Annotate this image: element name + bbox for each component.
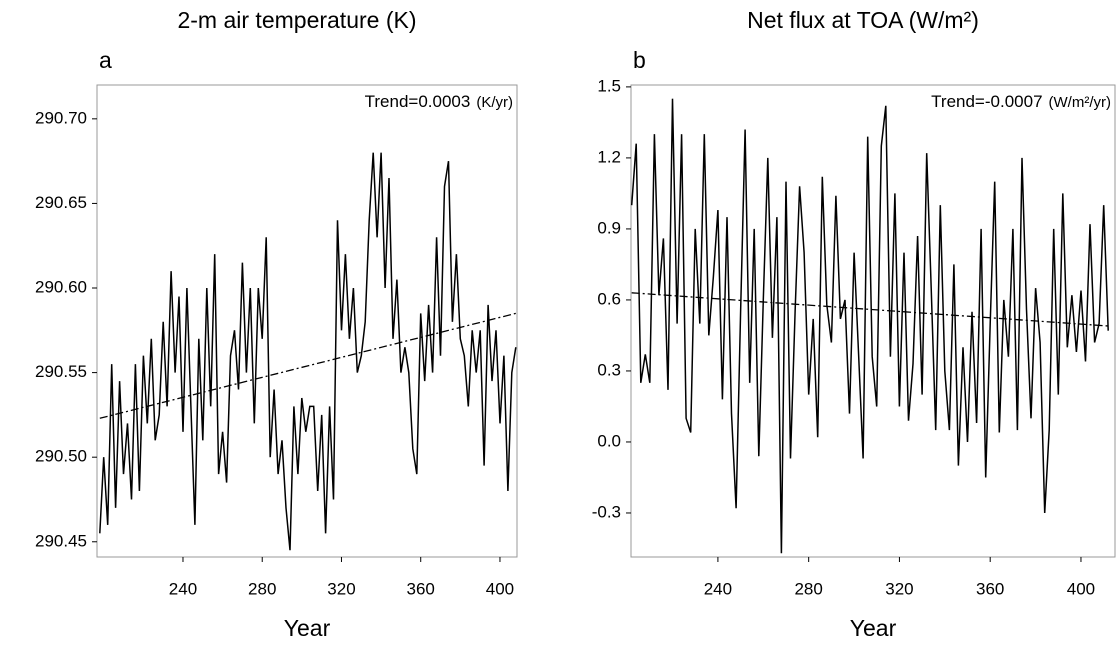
y-tick-label: 290.65 bbox=[35, 193, 87, 212]
plot-frame bbox=[96, 84, 518, 558]
data-line bbox=[630, 98, 1109, 554]
x-tick-label: 280 bbox=[248, 579, 276, 598]
trend-value: Trend=0.0003 bbox=[365, 92, 471, 111]
trend-unit: (W/m²/yr) bbox=[1049, 94, 1111, 111]
x-tick-label: 400 bbox=[1067, 579, 1095, 598]
x-tick-label: 360 bbox=[407, 579, 435, 598]
y-tick-label: 0.0 bbox=[597, 431, 621, 450]
y-tick-label: 290.45 bbox=[35, 531, 87, 550]
x-tick-label: 400 bbox=[486, 579, 514, 598]
x-axis-label: Year bbox=[284, 615, 331, 641]
x-tick-label: 280 bbox=[794, 579, 822, 598]
chart-title: Net flux at TOA (W/m²) bbox=[747, 7, 979, 33]
y-tick-label: 290.50 bbox=[35, 447, 87, 466]
trend-line bbox=[99, 312, 516, 419]
y-tick-label: 0.9 bbox=[597, 218, 621, 237]
trend-annotation: Trend=-0.0007 (W/m²/yr) bbox=[931, 92, 1111, 111]
y-tick-label: 290.70 bbox=[35, 108, 87, 127]
trend-unit: (K/yr) bbox=[476, 94, 513, 111]
x-tick-label: 240 bbox=[704, 579, 732, 598]
x-tick-label: 320 bbox=[327, 579, 355, 598]
x-tick-label: 320 bbox=[885, 579, 913, 598]
y-tick-label: -0.3 bbox=[592, 502, 621, 521]
y-tick-label: 0.6 bbox=[597, 289, 621, 308]
y-tick-label: 1.5 bbox=[597, 76, 621, 95]
y-tick-label: 0.3 bbox=[597, 360, 621, 379]
x-tick-label: 240 bbox=[169, 579, 197, 598]
trend-annotation: Trend=0.0003 (K/yr) bbox=[365, 92, 513, 111]
data-line bbox=[99, 152, 517, 551]
trend-value: Trend=-0.0007 bbox=[931, 92, 1042, 111]
y-tick-label: 1.2 bbox=[597, 147, 621, 166]
x-axis-label: Year bbox=[850, 615, 897, 641]
panel-label: b bbox=[633, 47, 646, 73]
plot-frame bbox=[630, 84, 1116, 558]
x-tick-label: 360 bbox=[976, 579, 1004, 598]
y-tick-label: 290.60 bbox=[35, 277, 87, 296]
chart-title: 2-m air temperature (K) bbox=[177, 7, 416, 33]
y-tick-label: 290.55 bbox=[35, 362, 87, 381]
panel-label: a bbox=[99, 47, 112, 73]
